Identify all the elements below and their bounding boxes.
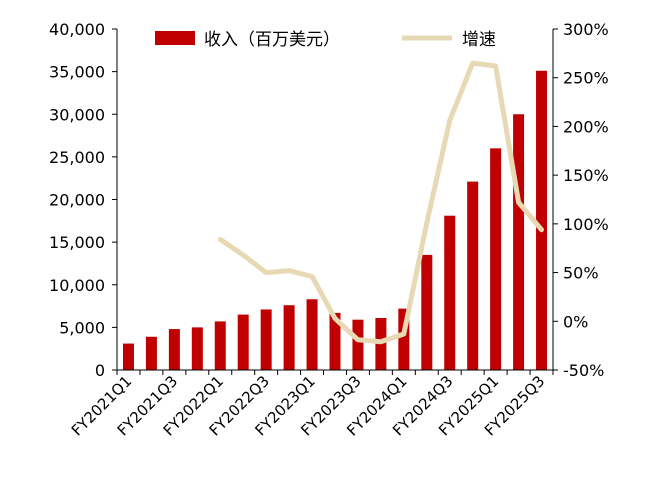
bar-series — [122, 70, 548, 371]
bar-FY2021Q4 — [191, 327, 203, 371]
right-tick-label: 200% — [563, 117, 609, 136]
right-tick-label: 100% — [563, 215, 609, 234]
x-axis-ticks: FY2021Q1FY2021Q3FY2022Q1FY2022Q3FY2023Q1… — [68, 370, 554, 440]
bar-FY2022Q3 — [260, 309, 272, 370]
bar-FY2025Q2 — [513, 114, 525, 370]
left-tick-label: 40,000 — [49, 20, 105, 39]
bar-FY2021Q3 — [168, 329, 180, 370]
bar-FY2024Q4 — [467, 181, 479, 370]
growth-point-FY2024Q4 — [472, 62, 474, 64]
legend: 收入（百万美元） 增速 — [155, 30, 496, 50]
growth-point-FY2024Q1 — [403, 333, 405, 335]
right-tick-label: 150% — [563, 166, 609, 185]
growth-point-FY2025Q1 — [495, 65, 497, 67]
growth-point-FY2022Q4 — [288, 270, 290, 272]
left-tick-label: 0 — [95, 361, 105, 380]
left-tick-label: 20,000 — [49, 191, 105, 210]
growth-point-FY2025Q2 — [518, 201, 520, 203]
bar-FY2025Q3 — [536, 70, 548, 371]
legend-bar-swatch — [155, 31, 195, 45]
bar-FY2021Q2 — [145, 336, 157, 370]
left-axis-ticks: 0 5,000 10,000 15,000 20,000 25,000 30,000 35,0… — [49, 20, 117, 380]
left-tick-label: 5,000 — [59, 318, 105, 337]
bar-FY2022Q2 — [237, 314, 249, 370]
left-tick-label: 25,000 — [49, 148, 105, 167]
right-tick-label: -50% — [563, 361, 604, 380]
bar-FY2023Q2 — [329, 312, 341, 370]
bar-FY2024Q1 — [398, 308, 410, 370]
growth-point-FY2025Q3 — [541, 229, 542, 231]
growth-point-FY2022Q2 — [242, 254, 244, 256]
growth-point-FY2022Q3 — [265, 272, 267, 274]
growth-point-FY2023Q4 — [380, 341, 382, 343]
bar-FY2024Q2 — [421, 254, 433, 370]
bar-FY2023Q3 — [352, 319, 364, 370]
left-tick-label: 35,000 — [49, 63, 105, 82]
growth-point-FY2024Q3 — [449, 120, 451, 122]
right-tick-label: 300% — [563, 20, 609, 39]
bar-FY2025Q1 — [490, 148, 502, 370]
growth-point-FY2023Q1 — [311, 276, 313, 277]
right-axis-ticks: -50% 0% 50% 100% 150% 200% 250% 300% — [553, 20, 609, 380]
bar-FY2022Q4 — [283, 305, 295, 370]
growth-point-FY2023Q2 — [334, 317, 336, 319]
bar-FY2023Q1 — [306, 299, 318, 370]
left-tick-label: 10,000 — [49, 276, 105, 295]
growth-point-FY2023Q3 — [357, 339, 359, 341]
bar-FY2024Q3 — [444, 215, 456, 370]
left-tick-label: 15,000 — [49, 233, 105, 252]
bar-FY2022Q1 — [214, 321, 226, 370]
right-tick-label: 250% — [563, 69, 609, 88]
right-tick-label: 50% — [563, 264, 599, 283]
left-tick-label: 30,000 — [49, 105, 105, 124]
bar-FY2021Q1 — [122, 343, 134, 370]
growth-line-series — [217, 60, 544, 345]
legend-line-label: 增速 — [462, 30, 496, 50]
growth-point-FY2022Q1 — [219, 238, 221, 240]
legend-bar-label: 收入（百万美元） — [204, 30, 340, 50]
growth-point-FY2024Q2 — [426, 222, 428, 224]
right-tick-label: 0% — [563, 312, 588, 331]
